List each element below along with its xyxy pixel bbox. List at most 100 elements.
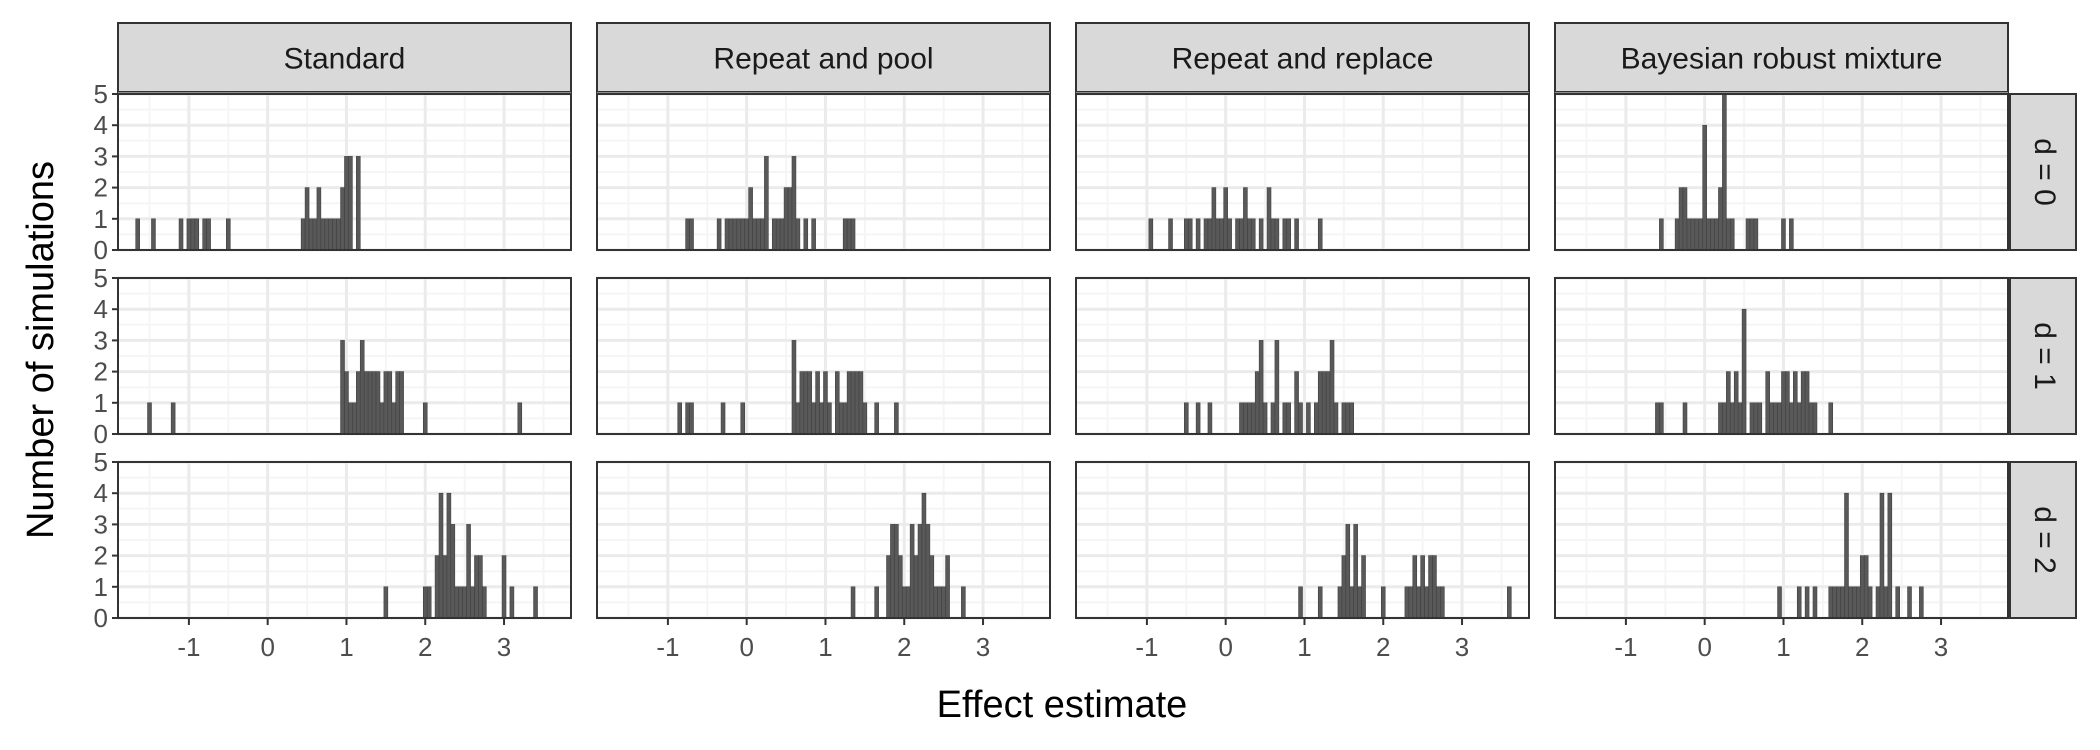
histogram-bar <box>1294 218 1299 251</box>
histogram-bar <box>1836 586 1841 619</box>
histogram-bar <box>1219 218 1225 251</box>
x-tick-label: 2 <box>1376 632 1390 662</box>
panel-border <box>596 93 1051 251</box>
histogram-bar <box>1250 402 1256 435</box>
panel-border <box>596 461 1051 619</box>
histogram-bar <box>1856 586 1861 619</box>
histogram-bar <box>1195 218 1201 251</box>
histogram-bar <box>375 371 381 435</box>
histogram-bar <box>170 402 176 435</box>
histogram-bar <box>1863 555 1869 619</box>
histogram-bar <box>1722 93 1727 251</box>
histogram-bar <box>352 402 357 435</box>
histogram-bar <box>383 586 389 619</box>
x-tick-label: 2 <box>1855 632 1869 662</box>
histogram-bar <box>1428 555 1433 619</box>
column-strip-background <box>117 22 572 93</box>
histogram-bar <box>1749 402 1755 435</box>
histogram-bar <box>1223 187 1228 251</box>
histogram-bar <box>1844 492 1849 619</box>
histogram-bar <box>961 586 966 619</box>
histogram-bar <box>478 555 483 619</box>
histogram-bar <box>1694 218 1700 251</box>
histogram-bar <box>1718 187 1723 251</box>
histogram-bar <box>1753 402 1759 435</box>
histogram-bar <box>1404 586 1410 619</box>
histogram-bar <box>1298 402 1303 435</box>
row-strip-background <box>2009 461 2077 619</box>
histogram-bar <box>426 586 432 619</box>
histogram-bar <box>1741 308 1747 435</box>
histogram-bar <box>1294 371 1299 435</box>
histogram-bar <box>1424 586 1429 619</box>
histogram-bar <box>446 492 452 619</box>
x-tick-label: 3 <box>976 632 990 662</box>
histogram-bar <box>509 586 515 619</box>
y-tick-label: 2 <box>94 173 108 203</box>
histogram-bar <box>1203 218 1209 251</box>
panel-border <box>117 461 572 619</box>
y-axis-title: Number of simulations <box>20 161 62 539</box>
histogram-bar <box>186 218 192 251</box>
histogram-bar <box>1507 586 1512 619</box>
histogram-bar <box>744 218 749 251</box>
histogram-bar <box>945 555 950 619</box>
histogram-bar <box>1769 402 1774 435</box>
histogram-bar <box>1148 218 1154 251</box>
histogram-bar <box>1804 371 1810 435</box>
histogram-bar <box>1235 218 1240 251</box>
histogram-bar <box>787 187 793 251</box>
histogram-bar <box>850 371 856 435</box>
panel-repeat-and-replace-d-2: -1 0 1 2 3 <box>1075 460 1530 662</box>
histogram-bar <box>434 555 440 619</box>
histogram-bar <box>147 402 152 435</box>
histogram-bar <box>371 371 377 435</box>
histogram-bar <box>1266 187 1272 251</box>
histogram-bar <box>799 371 805 435</box>
histogram-bar <box>835 371 840 435</box>
y-tick-label: 0 <box>94 419 108 449</box>
histogram-bar <box>379 402 385 435</box>
histogram-bar <box>1432 555 1437 619</box>
panel-border <box>1075 93 1530 251</box>
histogram-bar <box>1726 218 1731 251</box>
histogram-bar <box>1282 218 1288 251</box>
panel-border <box>117 277 572 435</box>
panel-border <box>1554 277 2009 435</box>
histogram-bar <box>1227 218 1232 251</box>
panel-border <box>1075 277 1530 435</box>
y-tick-label: 1 <box>94 388 108 418</box>
x-axis-title: Effect estimate <box>937 684 1188 726</box>
histogram-bar <box>1796 586 1802 619</box>
histogram-bar <box>842 402 848 435</box>
histogram-bar <box>1706 218 1711 251</box>
histogram-bar <box>1777 586 1782 619</box>
histogram-bar <box>925 524 931 619</box>
histogram-bar <box>340 187 345 251</box>
histogram-bar <box>1321 371 1327 435</box>
column-strip-background <box>1075 22 1530 93</box>
histogram-bar <box>387 371 393 435</box>
histogram-bar <box>803 218 809 251</box>
histogram-bar <box>1408 586 1414 619</box>
histogram-bar <box>905 586 911 619</box>
histogram-bar <box>1781 371 1786 435</box>
row-strip-label: d = 1 <box>2028 322 2061 390</box>
x-tick-label: 1 <box>339 632 353 662</box>
histogram-bar <box>348 402 353 435</box>
panel-border <box>1554 93 2009 251</box>
column-strip-repeat-and-replace: Repeat and replace <box>1075 22 1530 93</box>
row-strip-d-1: d = 1 <box>2009 277 2077 435</box>
histogram-bar <box>728 218 734 251</box>
histogram-bar <box>783 187 789 251</box>
y-tick-label: 5 <box>94 263 108 293</box>
histogram-bar <box>450 524 456 619</box>
histogram-bar <box>791 340 797 435</box>
column-strip-repeat-and-pool: Repeat and pool <box>596 22 1051 93</box>
x-tick-label: 2 <box>418 632 432 662</box>
x-tick-label: -1 <box>177 632 200 662</box>
histogram-bar <box>811 402 816 435</box>
histogram-bar <box>336 218 341 251</box>
